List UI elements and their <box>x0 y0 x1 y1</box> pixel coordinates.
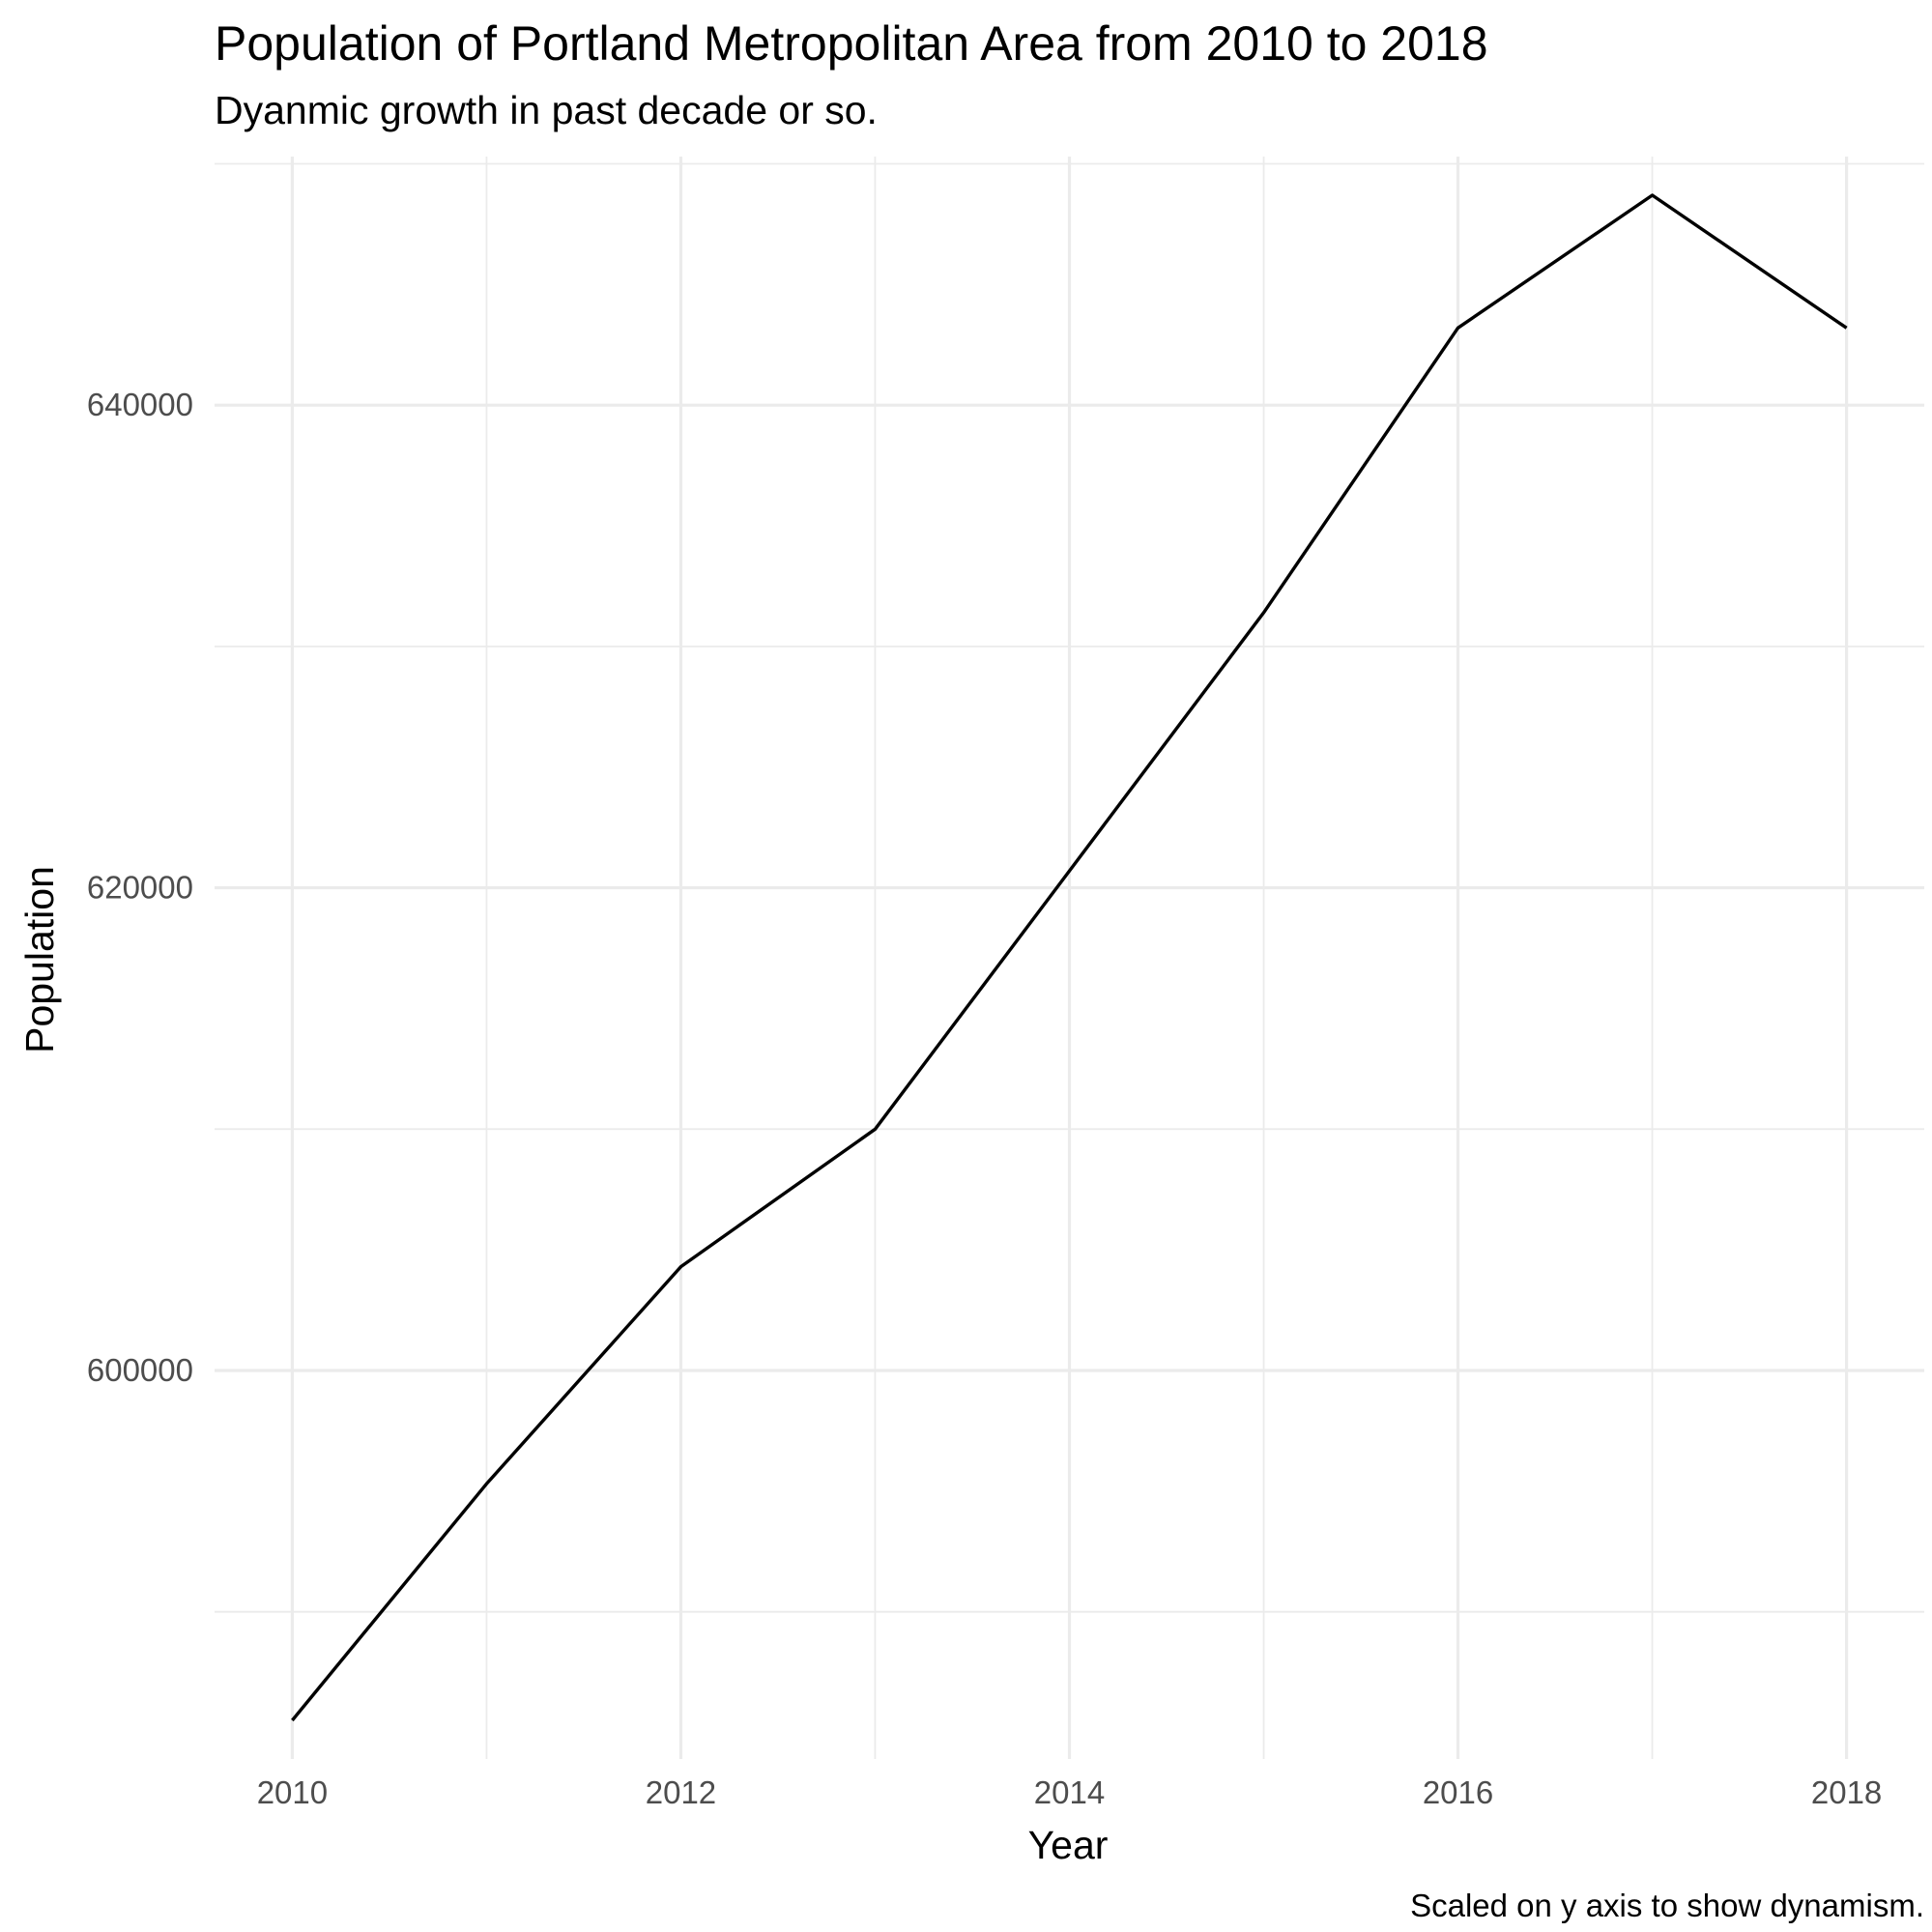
major-gridlines <box>215 157 1924 1759</box>
x-tick-label: 2016 <box>1423 1774 1493 1810</box>
y-axis-title: Population <box>17 866 62 1053</box>
y-tick-label: 600000 <box>87 1352 193 1388</box>
chart-subtitle: Dyanmic growth in past decade or so. <box>215 88 878 132</box>
chart-caption: Scaled on y axis to show dynamism. <box>1410 1888 1924 1923</box>
x-tick-label: 2014 <box>1034 1774 1105 1810</box>
x-axis-tick-labels: 2010 2012 2014 2016 2018 <box>257 1774 1883 1810</box>
series-layer <box>291 193 1848 1722</box>
chart-title: Population of Portland Metropolitan Area… <box>215 16 1488 71</box>
y-tick-label: 620000 <box>87 870 193 906</box>
y-axis-tick-labels: 600000 620000 640000 <box>87 387 193 1388</box>
x-axis-title: Year <box>1028 1823 1109 1867</box>
x-tick-label: 2012 <box>646 1774 716 1810</box>
x-tick-label: 2010 <box>257 1774 328 1810</box>
x-tick-label: 2018 <box>1811 1774 1882 1810</box>
y-tick-label: 640000 <box>87 387 193 422</box>
